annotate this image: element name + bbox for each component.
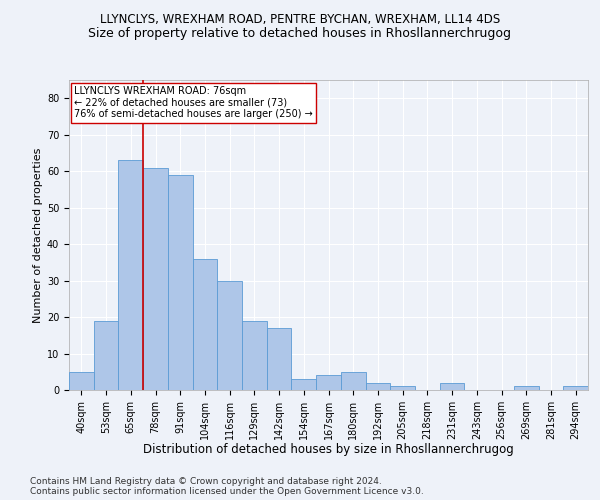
Bar (365, 382, 390, 390)
Bar (316, 376, 341, 390)
Text: LLYNCLYS, WREXHAM ROAD, PENTRE BYCHAN, WREXHAM, LL14 4DS: LLYNCLYS, WREXHAM ROAD, PENTRE BYCHAN, W… (100, 12, 500, 26)
Bar (94, 320, 118, 390)
Bar (440, 382, 464, 390)
Bar (118, 160, 143, 390)
Text: Contains HM Land Registry data © Crown copyright and database right 2024.: Contains HM Land Registry data © Crown c… (30, 478, 382, 486)
Bar (514, 386, 539, 390)
Bar (242, 320, 267, 390)
Text: Distribution of detached houses by size in Rhosllannerchrugog: Distribution of detached houses by size … (143, 442, 514, 456)
Bar (292, 379, 316, 390)
Bar (168, 175, 193, 390)
Bar (193, 258, 217, 390)
Bar (267, 328, 292, 390)
Bar (143, 168, 168, 390)
Bar (563, 386, 588, 390)
Bar (341, 372, 365, 390)
Bar (217, 280, 242, 390)
Y-axis label: Number of detached properties: Number of detached properties (33, 148, 43, 322)
Bar (69, 372, 94, 390)
Text: Size of property relative to detached houses in Rhosllannerchrugog: Size of property relative to detached ho… (89, 28, 511, 40)
Text: LLYNCLYS WREXHAM ROAD: 76sqm
← 22% of detached houses are smaller (73)
76% of se: LLYNCLYS WREXHAM ROAD: 76sqm ← 22% of de… (74, 86, 313, 120)
Bar (390, 386, 415, 390)
Text: Contains public sector information licensed under the Open Government Licence v3: Contains public sector information licen… (30, 488, 424, 496)
